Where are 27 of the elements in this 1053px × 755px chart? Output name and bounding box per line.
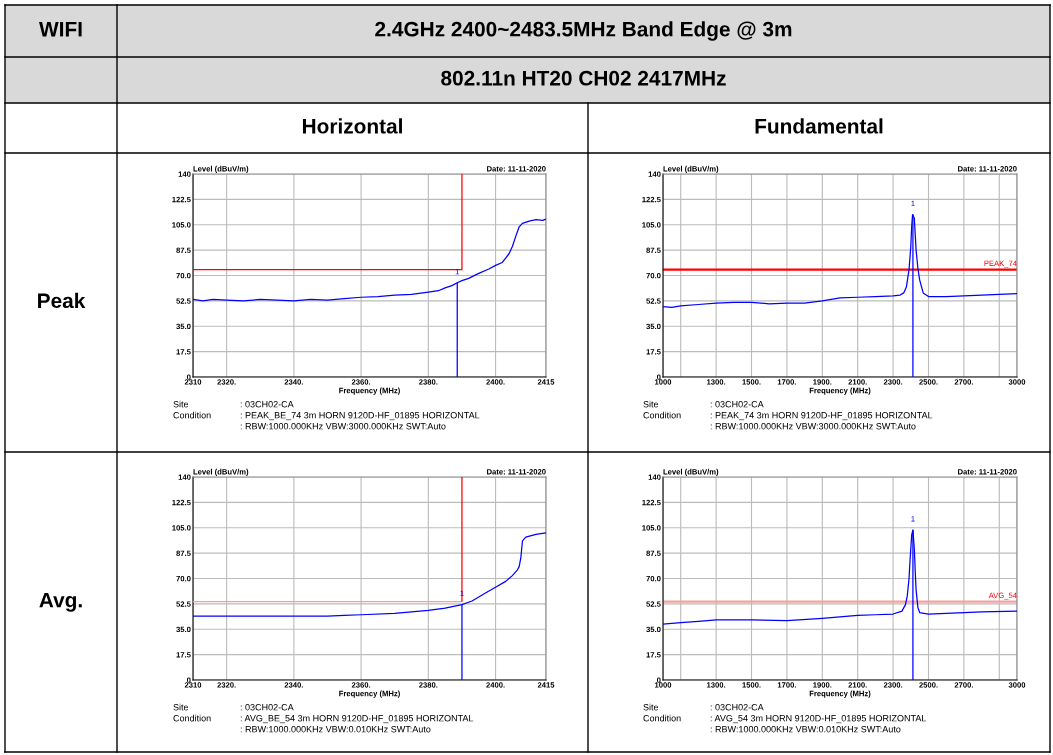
text: 802.11n HT20 CH02 2417MHz [441, 70, 726, 86]
text: : RBW:1000.000KHz VBW:0.010KHz SWT:Auto [710, 726, 901, 733]
text: Condition [173, 714, 211, 722]
text: : 03CH02-CA [240, 401, 294, 408]
text: Site [173, 703, 189, 711]
text: : RBW:1000.000KHz VBW:0.010KHz SWT:Auto [240, 726, 431, 733]
text: Horizontal [302, 118, 402, 134]
text: 2.4GHz 2400~2483.5MHz Band Edge @ 3m [375, 21, 792, 41]
text: : RBW:1000.000KHz VBW:3000.000KHz SWT:Auto [710, 423, 916, 430]
text: : PEAK_BE_74 3m HORN 9120D-HF_01895 HORIZONTAL [240, 412, 480, 421]
text: : AVG_BE_54 3m HORN 9120D-HF_01895 HORIZONTAL [240, 715, 474, 724]
text: Condition [643, 411, 681, 419]
text: : 03CH02-CA [710, 401, 764, 408]
text: : 03CH02-CA [240, 704, 294, 711]
text: Condition [173, 411, 211, 419]
text: Peak [38, 292, 86, 309]
text: : RBW:1000.000KHz VBW:3000.000KHz SWT:Auto [240, 423, 446, 430]
text: WIFI [39, 22, 82, 37]
text: Fundamental [755, 118, 883, 134]
text: : PEAK_74 3m HORN 9120D-HF_01895 HORIZONTAL [710, 412, 933, 421]
text: Site [643, 400, 659, 408]
text: Site [643, 703, 659, 711]
text: : AVG_54 3m HORN 9120D-HF_01895 HORIZONTAL [710, 715, 927, 724]
text: Avg. [39, 592, 82, 612]
text: Condition [643, 714, 681, 722]
text: Site [173, 400, 189, 408]
text: : 03CH02-CA [710, 704, 764, 711]
